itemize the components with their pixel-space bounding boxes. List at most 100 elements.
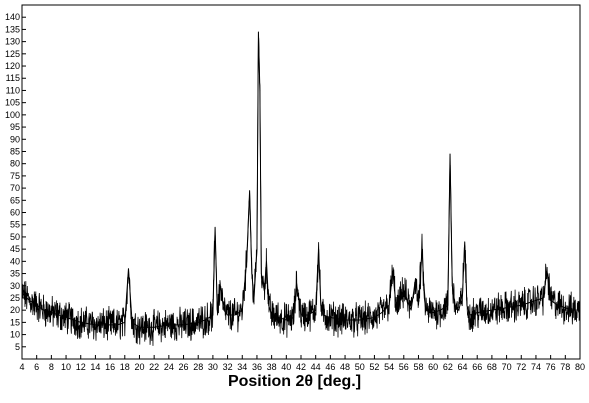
series-line [21, 31, 580, 328]
data-point [423, 297, 425, 299]
y-tick-label: 110 [6, 85, 20, 95]
data-point [528, 302, 530, 304]
x-tick-label: 60 [428, 362, 438, 372]
y-tick-label: 55 [10, 220, 20, 230]
y-tick-label: 20 [10, 305, 20, 315]
data-point [388, 304, 390, 306]
y-tick-label: 80 [10, 159, 20, 169]
x-tick-label: 58 [413, 362, 423, 372]
data-point [58, 314, 60, 316]
y-axis: 5 10 15 20 25 30 35 40 45 50 55 60 65 70 75 80 85 90 95 100… [5, 12, 26, 352]
data-point [440, 309, 441, 311]
x-tick-label: 22 [149, 362, 159, 372]
x-tick-label: 48 [340, 362, 350, 372]
data-point [43, 309, 45, 311]
data-point [268, 304, 270, 306]
data-point [466, 304, 468, 306]
data-point [403, 290, 405, 292]
x-tick-label: 56 [399, 362, 409, 372]
y-tick-label: 40 [10, 256, 20, 266]
data-point [153, 326, 155, 328]
x-tick-label: 42 [296, 362, 306, 372]
x-tick-label: 32 [223, 362, 233, 372]
data-point [344, 319, 346, 321]
data-point [392, 270, 394, 272]
data-point [139, 326, 140, 328]
y-tick-label: 100 [5, 110, 20, 120]
data-point [109, 324, 111, 326]
data-point [451, 285, 453, 287]
data-point [223, 309, 225, 311]
data-point [251, 273, 253, 274]
x-tick-label: 68 [487, 362, 497, 372]
y-tick-label: 85 [10, 146, 20, 156]
x-tick-label: 70 [502, 362, 512, 372]
data-point [227, 314, 228, 316]
data-point [535, 300, 537, 301]
y-tick-label: 135 [5, 24, 20, 34]
x-tick-label: 38 [267, 362, 277, 372]
data-point [320, 304, 322, 306]
x-tick-label: 62 [443, 362, 453, 372]
data-point [117, 324, 118, 326]
data-point [234, 314, 236, 316]
x-tick-label: 12 [76, 362, 86, 372]
x-tick-label: 8 [49, 362, 54, 372]
data-point [95, 324, 96, 326]
plot-frame [21, 4, 581, 360]
x-tick-label: 36 [252, 362, 262, 372]
data-point [241, 309, 243, 311]
data-point [128, 268, 129, 270]
x-tick-label: 14 [90, 362, 100, 372]
data-point [454, 304, 456, 306]
data-point [520, 304, 522, 306]
data-point [546, 270, 548, 272]
x-tick-label: 72 [516, 362, 526, 372]
y-tick-label: 25 [10, 293, 20, 303]
data-point [469, 314, 471, 316]
data-point [464, 241, 466, 243]
data-point [36, 304, 38, 306]
data-point [307, 314, 309, 316]
data-point [124, 321, 126, 323]
data-point [131, 321, 133, 323]
data-point [216, 309, 218, 311]
y-tick-label: 90 [10, 134, 20, 144]
x-tick-label: 46 [325, 362, 335, 372]
data-point [359, 319, 361, 321]
data-point [318, 248, 320, 250]
x-tick-label: 18 [120, 362, 130, 372]
x-tick-label: 80 [575, 362, 585, 372]
data-point [214, 226, 216, 228]
data-point [425, 309, 427, 311]
data-point [564, 307, 566, 309]
data-point [183, 324, 184, 326]
x-tick-label: 4 [19, 362, 24, 372]
x-tick-label: 26 [179, 362, 189, 372]
x-tick-label: 66 [472, 362, 482, 372]
data-point [258, 31, 259, 33]
x-tick-label: 28 [193, 362, 203, 372]
noise-layer [21, 35, 581, 346]
data-point [246, 260, 248, 262]
data-point [415, 278, 416, 279]
data-point [50, 312, 52, 314]
data-point [476, 312, 478, 314]
data-point [205, 319, 206, 321]
data-point [293, 317, 295, 318]
y-tick-label: 10 [10, 330, 20, 340]
x-tick-label: 30 [208, 362, 218, 372]
x-tick-label: 64 [458, 362, 468, 372]
y-tick-label: 65 [10, 195, 20, 205]
x-tick-label: 20 [134, 362, 144, 372]
y-tick-label: 115 [6, 73, 20, 83]
data-point [253, 297, 255, 299]
data-point [557, 304, 559, 306]
x-tick-label: 24 [164, 362, 174, 372]
data-point [296, 282, 297, 284]
x-tick-label: 54 [384, 362, 394, 372]
x-tick-label: 34 [237, 362, 247, 372]
data-point [266, 260, 267, 262]
data-point [329, 317, 331, 318]
data-point [542, 297, 544, 299]
